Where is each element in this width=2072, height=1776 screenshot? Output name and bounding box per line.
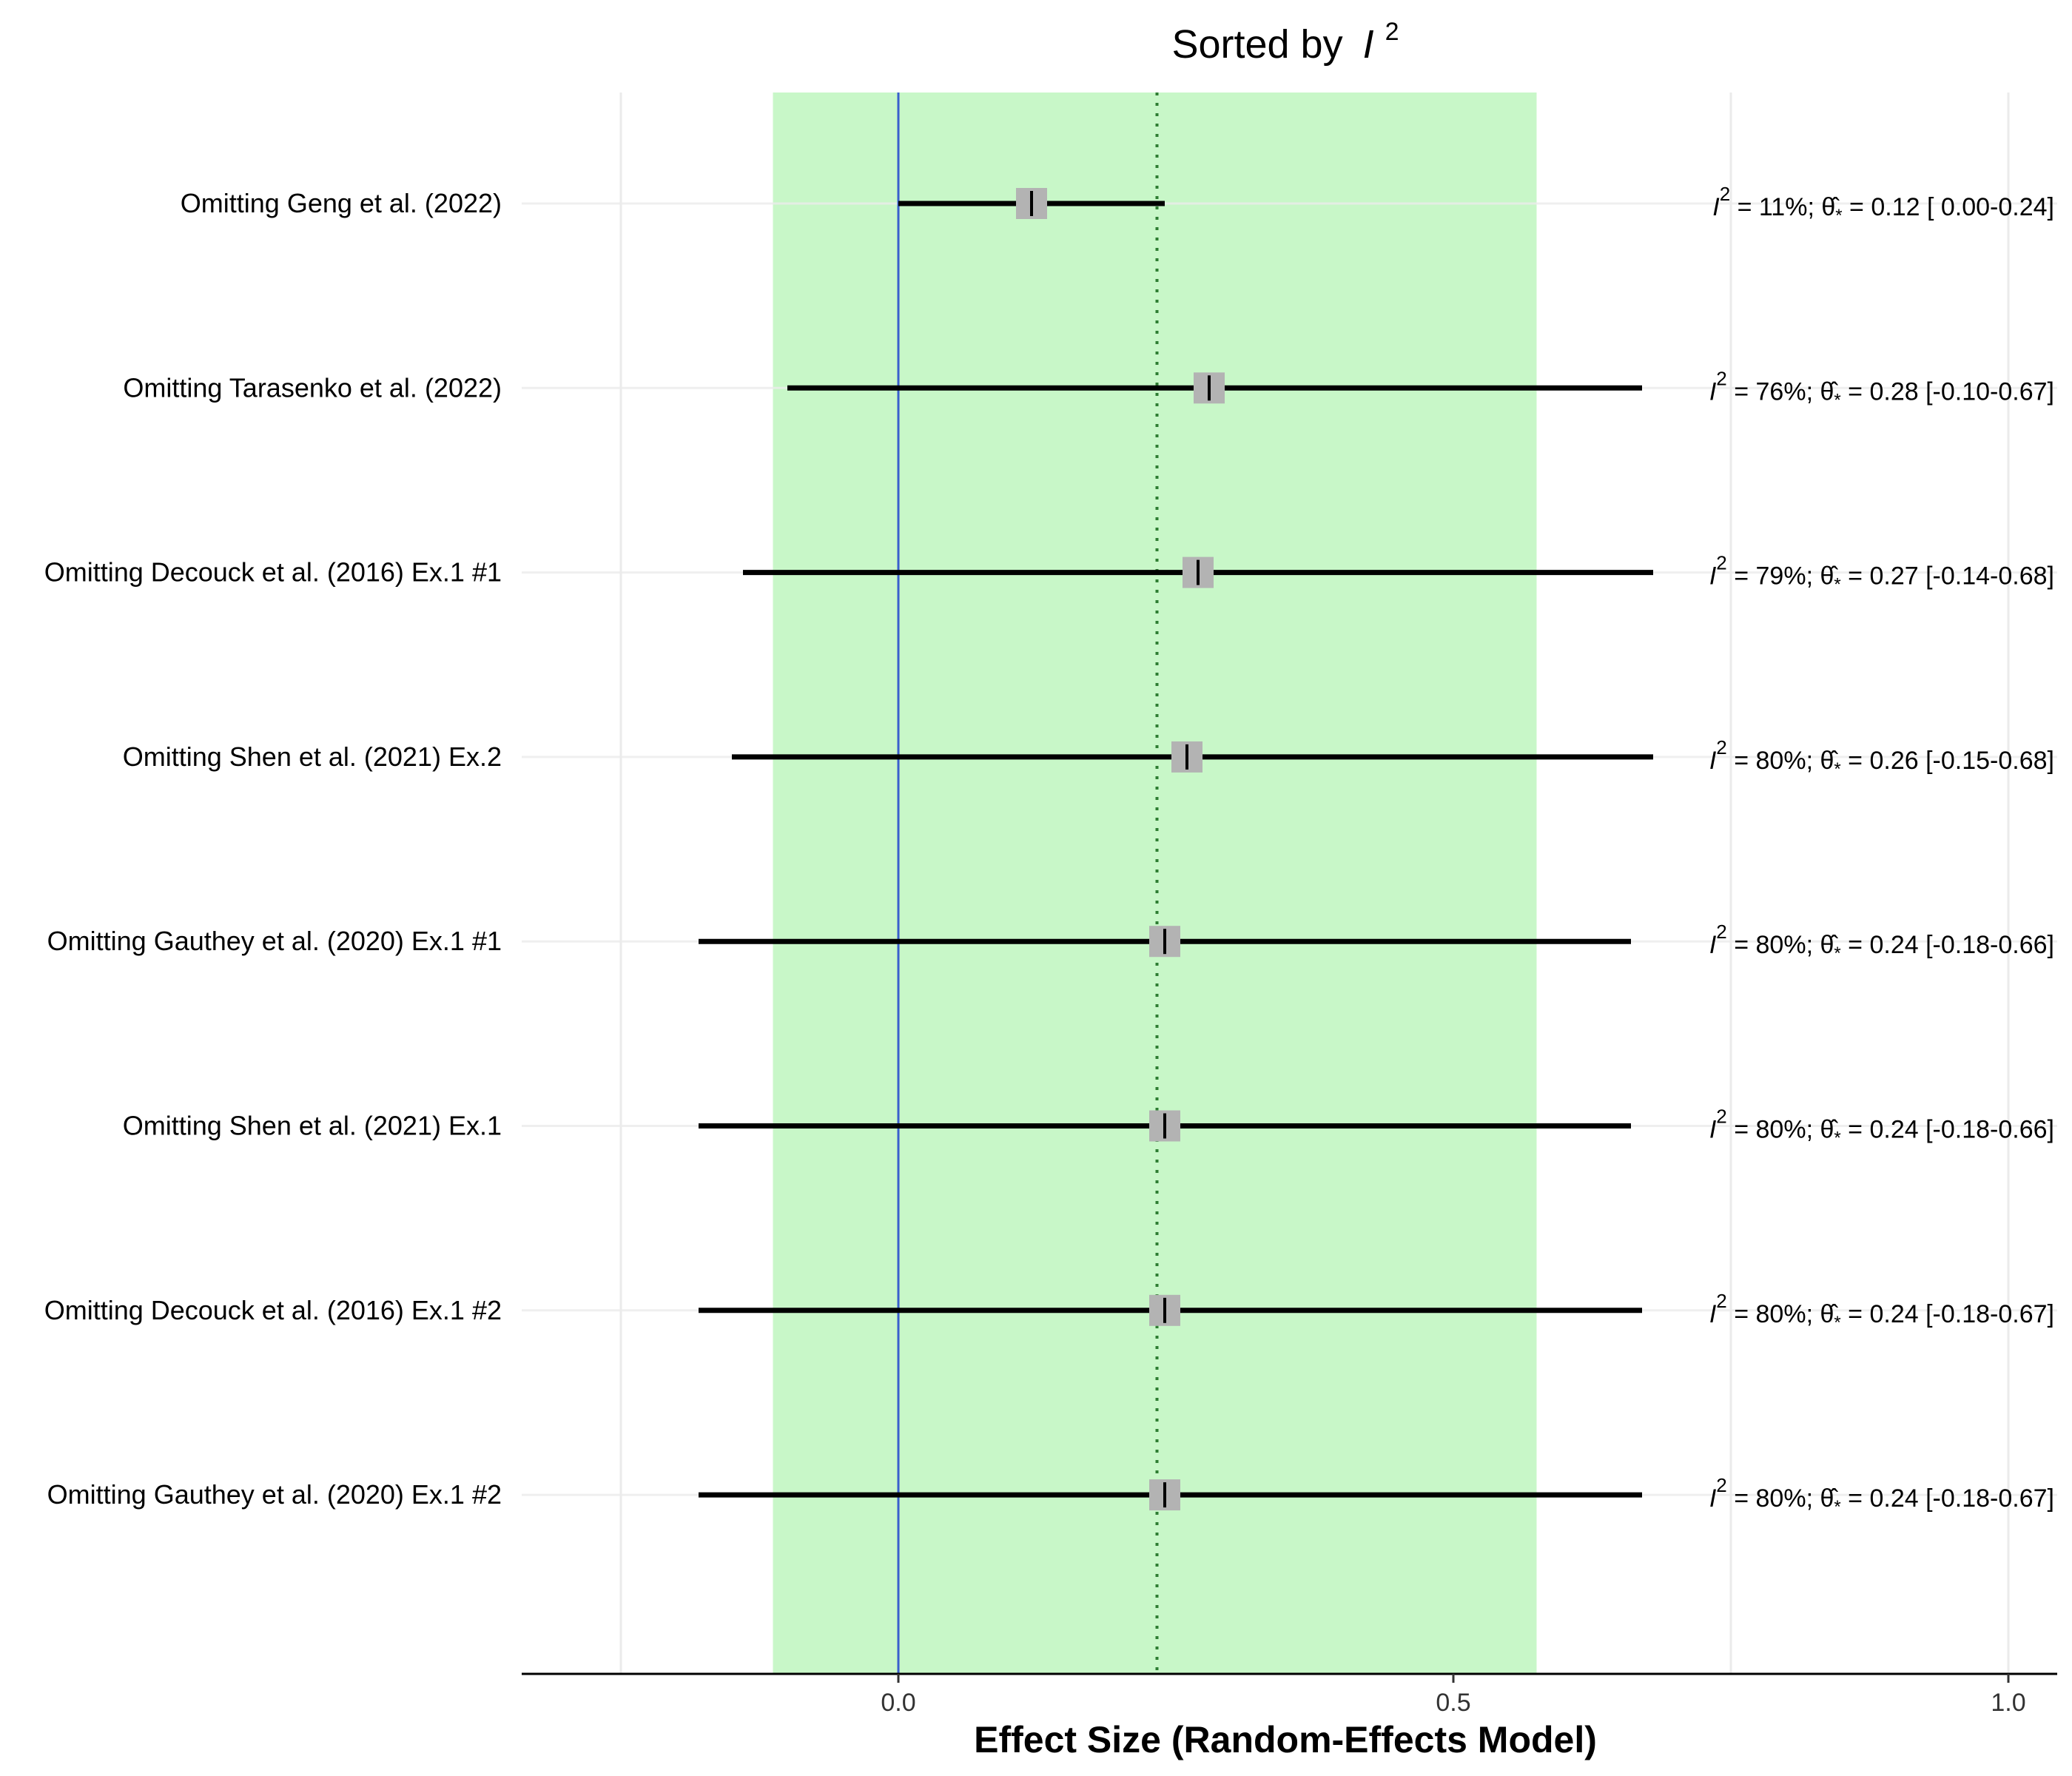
stat-estimate-value: = 0.24 [-0.18-0.66] [1841,1116,2054,1144]
study-row: Omitting Gauthey et al. (2020) Ex.1 #1 I2… [47,921,2054,963]
study-label: Omitting Tarasenko et al. (2022) [123,372,502,403]
theta-subscript: * [1835,206,1842,226]
study-row: Omitting Tarasenko et al. (2022) I2 = 76%… [123,367,2054,410]
study-statistic: I2 = 80%; θ̂* = 0.24 [-0.18-0.66] [1709,921,2054,963]
x-axis: 0.0 0.5 1.0 [522,1672,2057,1717]
chart-title-symbol: I [1363,22,1374,67]
study-row: Omitting Gauthey et al. (2020) Ex.1 #2 I2… [47,1474,2054,1517]
stat-estimate-value: = 0.24 [-0.18-0.66] [1841,931,2054,959]
stat-i2-value: = 79%; [1727,562,1820,591]
stat-i2-value: = 80%; [1727,931,1820,959]
prediction-band [773,92,1537,1674]
stat-symbol: I [1709,1484,1717,1513]
study-statistic: I2 = 80%; θ̂* = 0.24 [-0.18-0.66] [1709,1106,2054,1148]
theta-subscript: * [1834,944,1840,963]
stat-symbol: I [1709,377,1717,406]
stat-superscript: 2 [1716,1106,1726,1128]
theta-subscript: * [1834,575,1840,595]
chart-title-superscript: 2 [1385,18,1399,46]
stat-superscript: 2 [1716,552,1726,574]
stat-symbol: I [1709,1300,1717,1328]
stat-i2-value: = 76%; [1727,377,1820,406]
study-statistic: I2 = 76%; θ̂* = 0.28 [-0.10-0.67] [1709,367,2054,410]
theta-subscript: * [1834,390,1840,410]
chart-title-text: Sorted by [1171,22,1342,67]
study-label: Omitting Shen et al. (2021) Ex.1 [123,1111,502,1141]
study-row: Omitting Shen et al. (2021) Ex.2 I2 = 80%… [123,736,2054,779]
theta-subscript: * [1834,1128,1840,1148]
stat-estimate-value: = 0.26 [-0.15-0.68] [1841,747,2054,775]
study-row: Omitting Decouck et al. (2016) Ex.1 #2 I2… [44,1290,2054,1333]
study-label: Omitting Gauthey et al. (2020) Ex.1 #1 [47,926,502,956]
stat-i2-value: = 80%; [1727,1300,1820,1328]
study-statistic: I2 = 80%; θ̂* = 0.24 [-0.18-0.67] [1709,1474,2054,1517]
x-tick-label: 0.5 [1436,1689,1470,1717]
study-label: Omitting Decouck et al. (2016) Ex.1 #2 [44,1295,502,1325]
x-tick-label: 1.0 [1991,1689,2025,1717]
study-row: Omitting Decouck et al. (2016) Ex.1 #1 I2… [44,552,2054,595]
stat-i2-value: = 80%; [1727,1116,1820,1144]
study-statistic: I2 = 11%; θ̂* = 0.12 [ 0.00-0.24] [1712,183,2054,226]
stat-symbol: I [1709,1116,1717,1144]
study-statistic: I2 = 80%; θ̂* = 0.24 [-0.18-0.67] [1709,1290,2054,1333]
stat-superscript: 2 [1716,1290,1726,1312]
stat-symbol: I [1712,193,1720,221]
stat-superscript: 2 [1716,1474,1726,1496]
stat-i2-value: = 80%; [1727,1484,1820,1513]
stat-i2-value: = 80%; [1727,747,1820,775]
study-label: Omitting Geng et al. (2022) [181,188,502,218]
study-label: Omitting Decouck et al. (2016) Ex.1 #1 [44,557,502,588]
study-statistic: I2 = 80%; θ̂* = 0.26 [-0.15-0.68] [1709,736,2054,779]
stat-estimate-value: = 0.28 [-0.10-0.67] [1841,377,2054,406]
stat-superscript: 2 [1716,921,1726,943]
x-tick-label: 0.0 [881,1689,915,1717]
stat-superscript: 2 [1716,367,1726,389]
study-rows: Omitting Geng et al. (2022) I2 = 11%; θ̂*… [44,183,2054,1517]
stat-symbol: I [1709,931,1717,959]
study-row: Omitting Geng et al. (2022) I2 = 11%; θ̂*… [181,183,2054,226]
stat-estimate-value: = 0.12 [ 0.00-0.24] [1843,193,2054,221]
study-statistic: I2 = 79%; θ̂* = 0.27 [-0.14-0.68] [1709,552,2054,595]
stat-i2-value: = 11%; [1730,193,1821,221]
stat-superscript: 2 [1716,736,1726,758]
stat-estimate-value: = 0.27 [-0.14-0.68] [1841,562,2054,591]
stat-superscript: 2 [1720,183,1730,205]
study-label: Omitting Gauthey et al. (2020) Ex.1 #2 [47,1479,502,1510]
stat-estimate-value: = 0.24 [-0.18-0.67] [1841,1300,2054,1328]
theta-subscript: * [1834,1313,1840,1333]
study-label: Omitting Shen et al. (2021) Ex.2 [123,741,502,772]
stat-symbol: I [1709,747,1717,775]
x-axis-title: Effect Size (Random-Effects Model) [974,1719,1597,1760]
stat-symbol: I [1709,562,1717,591]
theta-subscript: * [1834,1497,1840,1517]
stat-estimate-value: = 0.24 [-0.18-0.67] [1841,1484,2054,1513]
chart-title: Sorted by I 2 [1171,18,1399,67]
study-row: Omitting Shen et al. (2021) Ex.1 I2 = 80%… [123,1106,2054,1148]
theta-subscript: * [1834,759,1840,779]
